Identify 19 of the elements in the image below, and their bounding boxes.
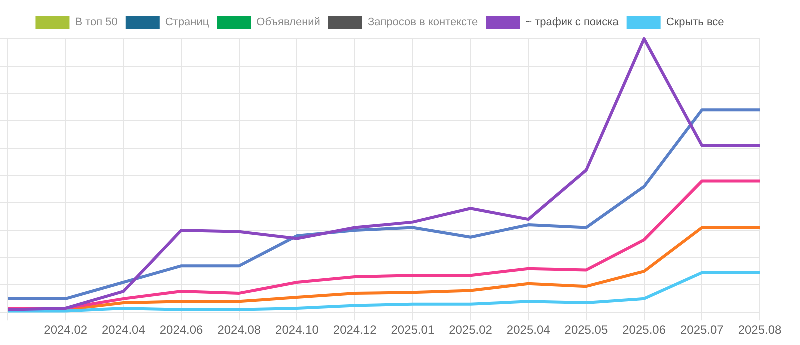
x-tick-label: 2024.06 [160,323,204,338]
legend-label: Страниц [165,16,210,29]
x-tick-label: 2025.02 [449,323,493,338]
x-tick-label: 2024.10 [276,323,320,338]
legend-label: Запросов в контексте [368,16,478,29]
legend-label: В топ 50 [75,16,118,29]
x-tick-label: 2024.02 [44,323,88,338]
x-tick-label: 2024.08 [218,323,262,338]
legend-label: ~ трафик с поиска [526,16,620,29]
x-tick-label: 2024.04 [102,323,146,338]
x-tick-label: 2025.01 [391,323,435,338]
x-tick-label: 2025.04 [506,323,551,338]
legend-label: Объявлений [256,16,320,29]
x-tick-label: 2025.08 [738,323,782,338]
x-tick-label: 2025.05 [564,323,608,338]
x-tick-label: 2024.12 [333,323,378,338]
legend-label: Скрыть все [666,16,724,29]
x-tick-label: 2025.07 [680,323,724,338]
x-tick-label: 2025.06 [622,323,666,338]
